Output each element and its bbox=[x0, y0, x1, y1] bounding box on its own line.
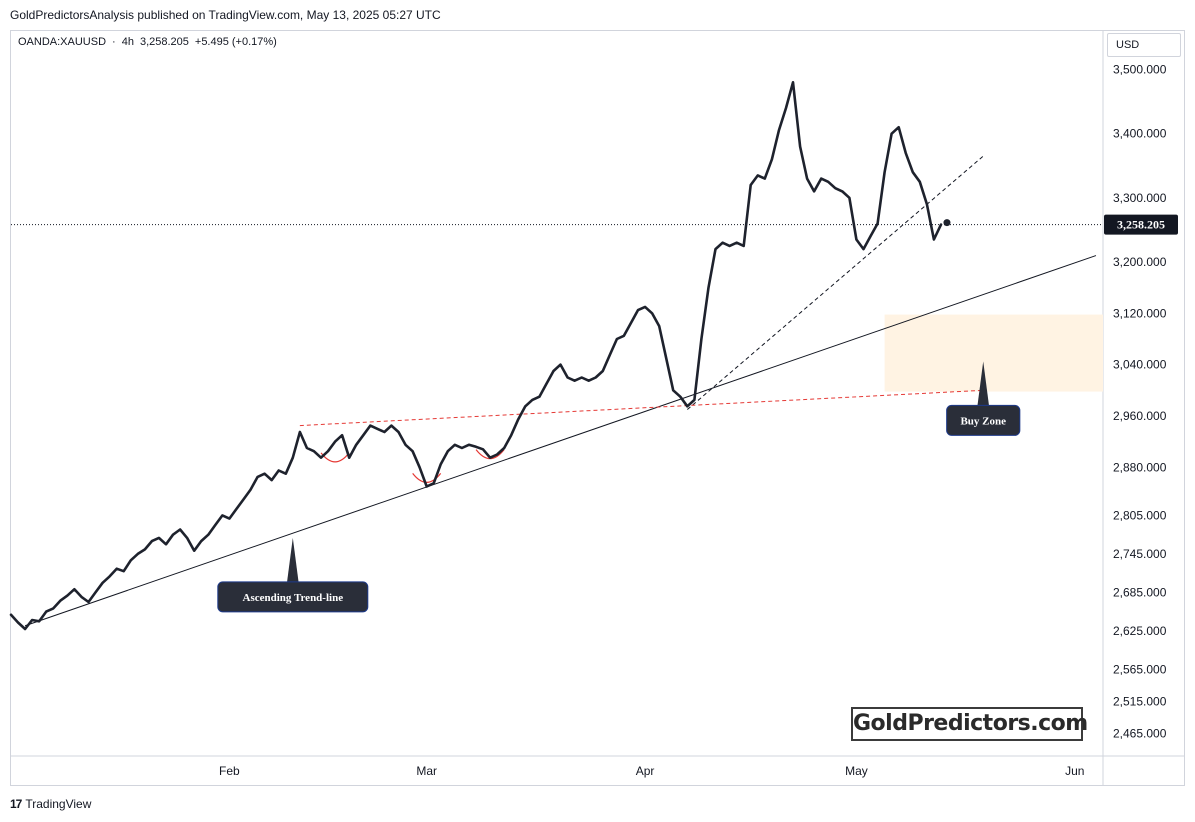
tradingview-logo-icon: 17 bbox=[10, 797, 22, 811]
y-tick-label: 3,500.000 bbox=[1113, 62, 1167, 76]
symbol-interval[interactable]: 4h bbox=[121, 36, 134, 48]
x-tick-label: Apr bbox=[636, 764, 655, 778]
y-tick-label: 2,465.000 bbox=[1113, 727, 1167, 741]
annotation-box-1 bbox=[946, 404, 1021, 436]
y-tick-label: 2,960.000 bbox=[1113, 409, 1167, 423]
x-tick-label: Jun bbox=[1065, 764, 1084, 778]
y-tick-label: 2,805.000 bbox=[1113, 508, 1167, 522]
last-price-label-bg bbox=[1104, 214, 1178, 235]
symbol-price: 3,258.205 bbox=[139, 36, 189, 48]
currency-button[interactable]: USD bbox=[1107, 33, 1181, 57]
y-tick-label: 3,040.000 bbox=[1113, 358, 1167, 372]
y-tick-label: 3,120.000 bbox=[1113, 306, 1167, 320]
y-tick-label: 3,400.000 bbox=[1113, 127, 1167, 141]
trendline-1 bbox=[687, 155, 984, 410]
y-tick-label: 2,880.000 bbox=[1113, 460, 1167, 474]
last-price-label: 3,258.205 bbox=[1117, 218, 1165, 232]
chart-frame bbox=[10, 30, 1185, 786]
x-tick-label: May bbox=[845, 764, 868, 778]
annotation-pointer-0 bbox=[286, 537, 299, 584]
watermark-logo: GoldPredictors.com bbox=[851, 707, 1088, 741]
y-tick-label: 2,745.000 bbox=[1113, 547, 1167, 561]
annotation-box-0 bbox=[217, 581, 369, 613]
y-tick-label: 2,685.000 bbox=[1113, 585, 1167, 599]
tradingview-brand: TradingView bbox=[25, 797, 92, 811]
annotation-label-1: Buy Zone bbox=[960, 415, 1006, 427]
y-tick-label: 2,565.000 bbox=[1113, 662, 1167, 676]
x-tick-label: Feb bbox=[219, 764, 240, 778]
y-tick-label: 3,300.000 bbox=[1113, 191, 1167, 205]
publisher-header: GoldPredictorsAnalysis published on Trad… bbox=[10, 8, 441, 22]
x-tick-label: Mar bbox=[416, 764, 437, 778]
symbol-change: +5.495 (+0.17%) bbox=[194, 36, 277, 48]
y-tick-label: 2,515.000 bbox=[1113, 694, 1167, 708]
symbol-legend: OANDA:XAUUSD · 4h 3,258.205 +5.495 (+0.17%) bbox=[18, 36, 277, 48]
y-tick-label: 3,200.000 bbox=[1113, 255, 1167, 269]
pattern-arc-1 bbox=[412, 473, 442, 483]
symbol-name[interactable]: OANDA:XAUUSD bbox=[18, 36, 107, 48]
trendline-2 bbox=[299, 389, 984, 427]
series-line-0 bbox=[9, 81, 943, 631]
tradingview-footer[interactable]: 17 TradingView bbox=[10, 797, 91, 811]
buy-zone-rect bbox=[884, 314, 1103, 392]
annotation-pointer-1 bbox=[977, 361, 990, 408]
trendline-0 bbox=[24, 255, 1097, 627]
y-tick-label: 2,625.000 bbox=[1113, 624, 1167, 638]
annotation-label-0: Ascending Trend-line bbox=[243, 592, 344, 604]
last-price-dot bbox=[943, 219, 951, 227]
